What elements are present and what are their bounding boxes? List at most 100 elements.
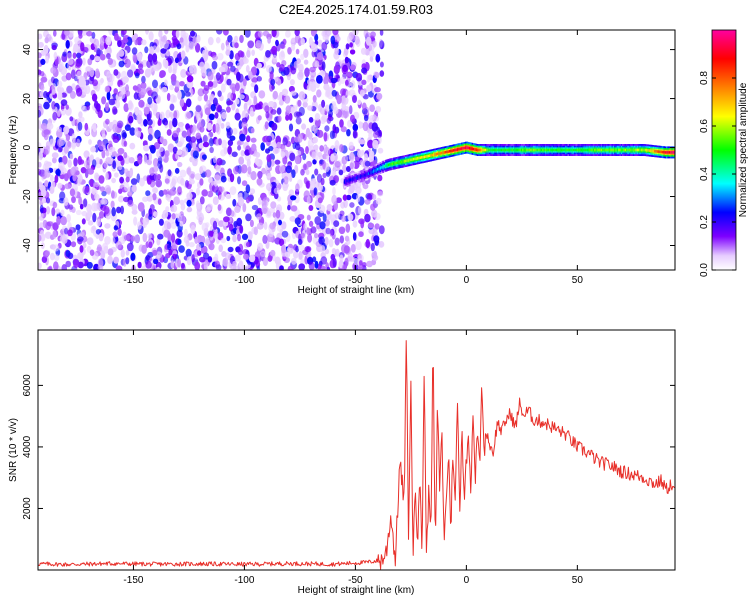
colorbar-tick-label: 0.0 (699, 263, 710, 277)
noise-cell (306, 195, 311, 205)
noise-cell (123, 196, 130, 203)
noise-cell (279, 43, 286, 50)
track-cell (470, 147, 472, 150)
noise-cell (271, 30, 277, 38)
noise-cell (319, 107, 326, 115)
noise-cell (319, 245, 326, 253)
track-cell (355, 176, 358, 180)
track-cell (668, 151, 671, 154)
noise-cell (118, 91, 126, 100)
noise-cell (204, 107, 211, 116)
noise-cell (134, 72, 140, 79)
noise-cell (107, 58, 114, 65)
noise-cell (41, 197, 46, 204)
noise-cell (279, 64, 285, 72)
track-cell (656, 150, 659, 153)
track-cell (652, 149, 655, 153)
noise-cell (281, 230, 289, 238)
noise-cell (377, 191, 384, 197)
noise-cell (92, 122, 97, 133)
noise-cell (106, 53, 111, 59)
noise-cell (40, 84, 45, 91)
noise-cell (314, 168, 319, 176)
track-cell (667, 151, 669, 154)
x-tick-label: 0 (464, 275, 470, 286)
noise-cell (234, 254, 241, 262)
noise-cell (322, 213, 327, 223)
noise-cell (130, 65, 136, 72)
noise-cell (111, 207, 116, 217)
noise-cell (329, 179, 336, 186)
noise-cell (152, 193, 157, 201)
noise-cell (112, 135, 120, 143)
noise-cell (94, 100, 99, 109)
noise-cell (186, 256, 192, 266)
noise-cell (142, 232, 148, 243)
track-cell (635, 148, 637, 152)
track-cell (650, 149, 652, 152)
noise-cell (237, 176, 241, 185)
noise-cell (223, 146, 228, 155)
noise-cell (332, 258, 337, 268)
noise-cell (225, 207, 232, 217)
noise-cell (232, 199, 237, 207)
noise-cell (285, 165, 293, 174)
track-cell (658, 150, 660, 153)
noise-cell (176, 43, 182, 50)
track-cell (536, 148, 539, 152)
noise-cell (128, 115, 134, 124)
noise-cell (104, 85, 110, 93)
y-tick-label: 6000 (22, 374, 33, 397)
noise-cell (101, 96, 107, 105)
noise-cell (158, 30, 163, 38)
noise-cell (175, 30, 180, 38)
noise-cell (324, 125, 330, 132)
noise-cell (67, 252, 74, 260)
noise-cell (253, 226, 259, 236)
track-cell (391, 162, 394, 166)
noise-cell (282, 137, 289, 146)
noise-cell (291, 105, 298, 112)
noise-cell (84, 85, 91, 95)
track-cell (532, 148, 535, 152)
track-cell (575, 148, 578, 152)
track-cell (627, 148, 629, 152)
noise-cell (46, 221, 54, 227)
noise-cell (145, 261, 152, 269)
noise-cell (335, 248, 340, 257)
noise-cell (133, 54, 138, 64)
noise-cell (295, 116, 302, 125)
noise-cell (68, 204, 74, 210)
track-cell (415, 157, 418, 160)
track-cell (498, 148, 500, 152)
track-cell (543, 148, 546, 152)
snr-x-label: Height of straight line (km) (298, 585, 415, 596)
noise-cell (266, 65, 272, 73)
noise-cell (246, 135, 251, 143)
track-cell (620, 148, 623, 152)
noise-cell (317, 39, 323, 47)
noise-cell (364, 213, 371, 223)
noise-cell (170, 204, 178, 213)
noise-cell (240, 150, 245, 157)
noise-cell (115, 100, 120, 108)
noise-cell (77, 261, 84, 269)
track-cell (430, 154, 432, 157)
noise-cell (125, 176, 130, 183)
noise-cell (353, 257, 359, 266)
track-cell (410, 158, 412, 162)
noise-cell (304, 246, 312, 253)
noise-cell (113, 69, 119, 76)
noise-cell (203, 85, 210, 91)
noise-cell (257, 197, 262, 206)
noise-cell (270, 249, 276, 257)
noise-cell (378, 241, 385, 248)
noise-cell (39, 71, 45, 77)
track-cell (624, 148, 627, 152)
noise-cell (336, 94, 342, 105)
noise-cell (103, 205, 110, 215)
noise-cell (265, 50, 271, 58)
noise-cell (306, 227, 310, 235)
noise-cell (191, 141, 197, 150)
track-cell (663, 150, 665, 154)
